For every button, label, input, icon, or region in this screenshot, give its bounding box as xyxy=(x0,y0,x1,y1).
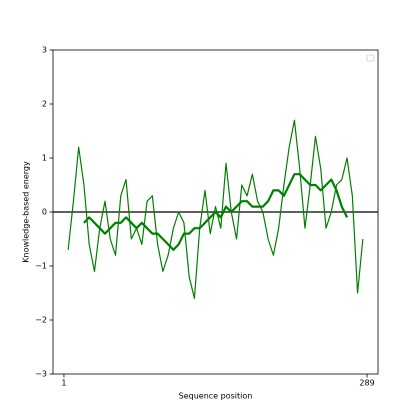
legend xyxy=(366,54,375,62)
y-tick-label: −1 xyxy=(35,262,47,271)
plot-frame xyxy=(52,49,379,375)
y-tick-label: 2 xyxy=(42,100,47,109)
series-line xyxy=(67,119,364,299)
y-axis-label: Knowledge-based energy xyxy=(22,161,31,263)
x-tick-label: 1 xyxy=(61,379,66,388)
x-tick-label: 289 xyxy=(359,379,374,388)
y-tick-label: −2 xyxy=(35,316,47,325)
series-line xyxy=(83,173,349,251)
y-tick-label: 1 xyxy=(42,154,47,163)
y-tick-label: 0 xyxy=(42,208,47,217)
y-tick-label: 3 xyxy=(42,46,47,55)
y-tick-label: −3 xyxy=(35,370,47,379)
x-axis-label: Sequence position xyxy=(179,392,253,401)
